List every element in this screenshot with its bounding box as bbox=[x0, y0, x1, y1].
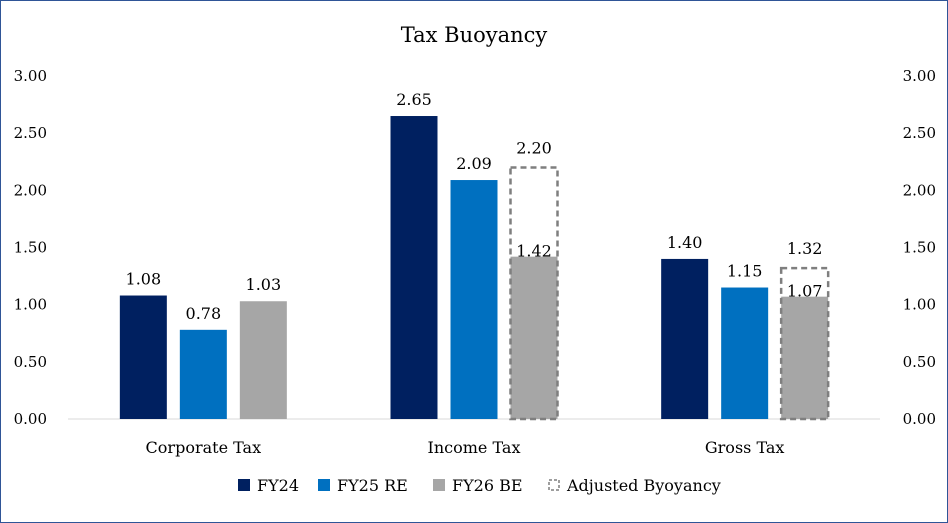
adjusted-buoyancy-outline bbox=[509, 166, 559, 421]
data-label: 1.07 bbox=[787, 282, 823, 301]
bars-group bbox=[119, 116, 830, 421]
y-tick-label-right: 2.00 bbox=[903, 181, 936, 199]
legend-label: Adjusted Byoyancy bbox=[566, 476, 721, 495]
adjusted-buoyancy-outline bbox=[779, 266, 830, 421]
data-label: 2.65 bbox=[396, 90, 432, 109]
data-label: 2.09 bbox=[456, 154, 492, 173]
bar bbox=[510, 256, 558, 419]
legend-swatch bbox=[433, 479, 445, 491]
data-label: 1.03 bbox=[246, 275, 282, 294]
y-tick-label-left: 2.00 bbox=[14, 181, 47, 199]
bar bbox=[661, 258, 709, 419]
y-tick-label-left: 2.50 bbox=[14, 124, 47, 142]
x-tick-label: Gross Tax bbox=[705, 438, 785, 457]
bar bbox=[450, 180, 498, 419]
y-tick-label-right: 0.00 bbox=[903, 410, 936, 428]
legend: FY24 FY25 RE FY26 BE Adjusted Byoyancy bbox=[238, 476, 721, 495]
y-tick-label-left: 1.00 bbox=[14, 296, 47, 314]
y-tick-label-right: 0.50 bbox=[903, 353, 936, 371]
data-label: 1.15 bbox=[727, 262, 763, 281]
chart-title: Tax Buoyancy bbox=[401, 23, 548, 47]
y-tick-label-left: 0.50 bbox=[14, 353, 47, 371]
legend-label: FY24 bbox=[257, 476, 299, 495]
bar bbox=[179, 329, 227, 419]
x-tick-label: Income Tax bbox=[428, 438, 521, 457]
adjusted-data-label: 1.32 bbox=[787, 239, 823, 258]
adjusted-data-label: 2.20 bbox=[516, 138, 552, 157]
y-tick-label-right: 2.50 bbox=[903, 124, 936, 142]
data-label: 1.08 bbox=[126, 270, 162, 289]
legend-label: FY26 BE bbox=[452, 476, 523, 495]
legend-label: FY25 RE bbox=[337, 476, 408, 495]
bar bbox=[119, 295, 167, 419]
y-tick-label-right: 1.50 bbox=[903, 239, 936, 257]
legend-swatch bbox=[238, 479, 250, 491]
legend-swatch bbox=[318, 479, 330, 491]
bar bbox=[721, 287, 769, 419]
bar bbox=[390, 116, 438, 420]
legend-swatch-adjusted bbox=[548, 479, 560, 491]
bar bbox=[781, 296, 829, 419]
data-labels-group: 1.08 0.78 1.03 2.65 2.09 1.42 2.20 1.40 1.15 1.07… bbox=[126, 90, 823, 323]
data-label: 0.78 bbox=[186, 304, 222, 323]
y-tick-label-left: 1.50 bbox=[14, 239, 47, 257]
x-tick-label: Corporate Tax bbox=[146, 438, 262, 457]
y-tick-label-left: 3.00 bbox=[14, 67, 47, 85]
y-tick-label-right: 1.00 bbox=[903, 296, 936, 314]
data-label: 1.40 bbox=[667, 233, 703, 252]
y-tick-label-left: 0.00 bbox=[14, 410, 47, 428]
data-label: 1.42 bbox=[516, 242, 552, 261]
bar bbox=[239, 301, 287, 419]
y-tick-label-right: 3.00 bbox=[903, 67, 936, 85]
